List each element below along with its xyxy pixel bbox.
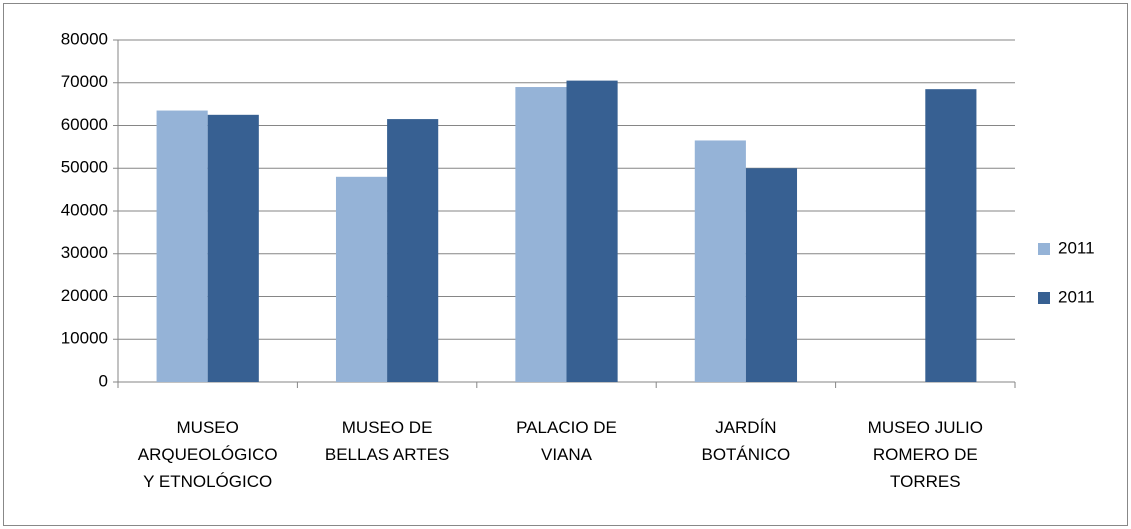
x-tick-label: PALACIO DE VIANA: [516, 418, 617, 464]
legend-swatch: [1038, 292, 1050, 304]
y-tick-label: 70000: [61, 72, 108, 91]
y-tick-label: 80000: [61, 29, 108, 48]
bar: [156, 110, 208, 382]
y-tick-label: 40000: [61, 200, 108, 219]
legend-label: 2011: [1058, 287, 1095, 306]
x-tick-label: MUSEO JULIO ROMERO DE TORRES: [867, 418, 983, 491]
y-tick-label: 60000: [61, 115, 108, 134]
bar: [566, 80, 618, 383]
y-tick-label: 30000: [61, 243, 108, 262]
y-tick-label: 20000: [61, 286, 108, 305]
x-tick-label: MUSEO DE BELLAS ARTES: [324, 418, 450, 464]
bar: [745, 168, 798, 382]
x-tick-label: JARDÍN BOTÁNICO: [701, 418, 791, 464]
y-tick-label: 10000: [61, 329, 108, 348]
legend-label: 2011: [1058, 238, 1095, 257]
bar: [387, 119, 439, 383]
bar: [925, 89, 977, 382]
bar: [694, 140, 746, 382]
x-tick-label: MUSEO ARQUEOLÓGICO Y ETNOLÓGICO: [137, 418, 278, 491]
bar: [207, 114, 259, 382]
y-tick-label: 0: [99, 371, 108, 390]
legend-swatch: [1038, 243, 1050, 255]
bar: [515, 87, 567, 383]
bar: [335, 176, 388, 382]
y-tick-label: 50000: [61, 158, 108, 177]
